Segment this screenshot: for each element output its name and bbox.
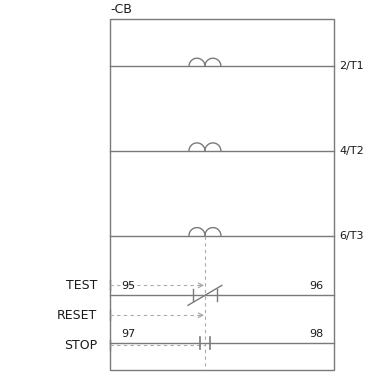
- Text: 97: 97: [121, 329, 136, 339]
- Text: 98: 98: [310, 329, 324, 339]
- Text: STOP: STOP: [64, 339, 97, 352]
- Text: 2/T1: 2/T1: [340, 61, 364, 71]
- Text: RESET: RESET: [57, 309, 97, 322]
- Text: -CB: -CB: [110, 3, 132, 17]
- Text: 6/T3: 6/T3: [340, 231, 364, 241]
- Text: TEST: TEST: [66, 279, 97, 292]
- Bar: [110, 19, 335, 370]
- Text: 4/T2: 4/T2: [340, 146, 364, 156]
- Text: 96: 96: [310, 281, 324, 291]
- Text: 95: 95: [121, 281, 135, 291]
